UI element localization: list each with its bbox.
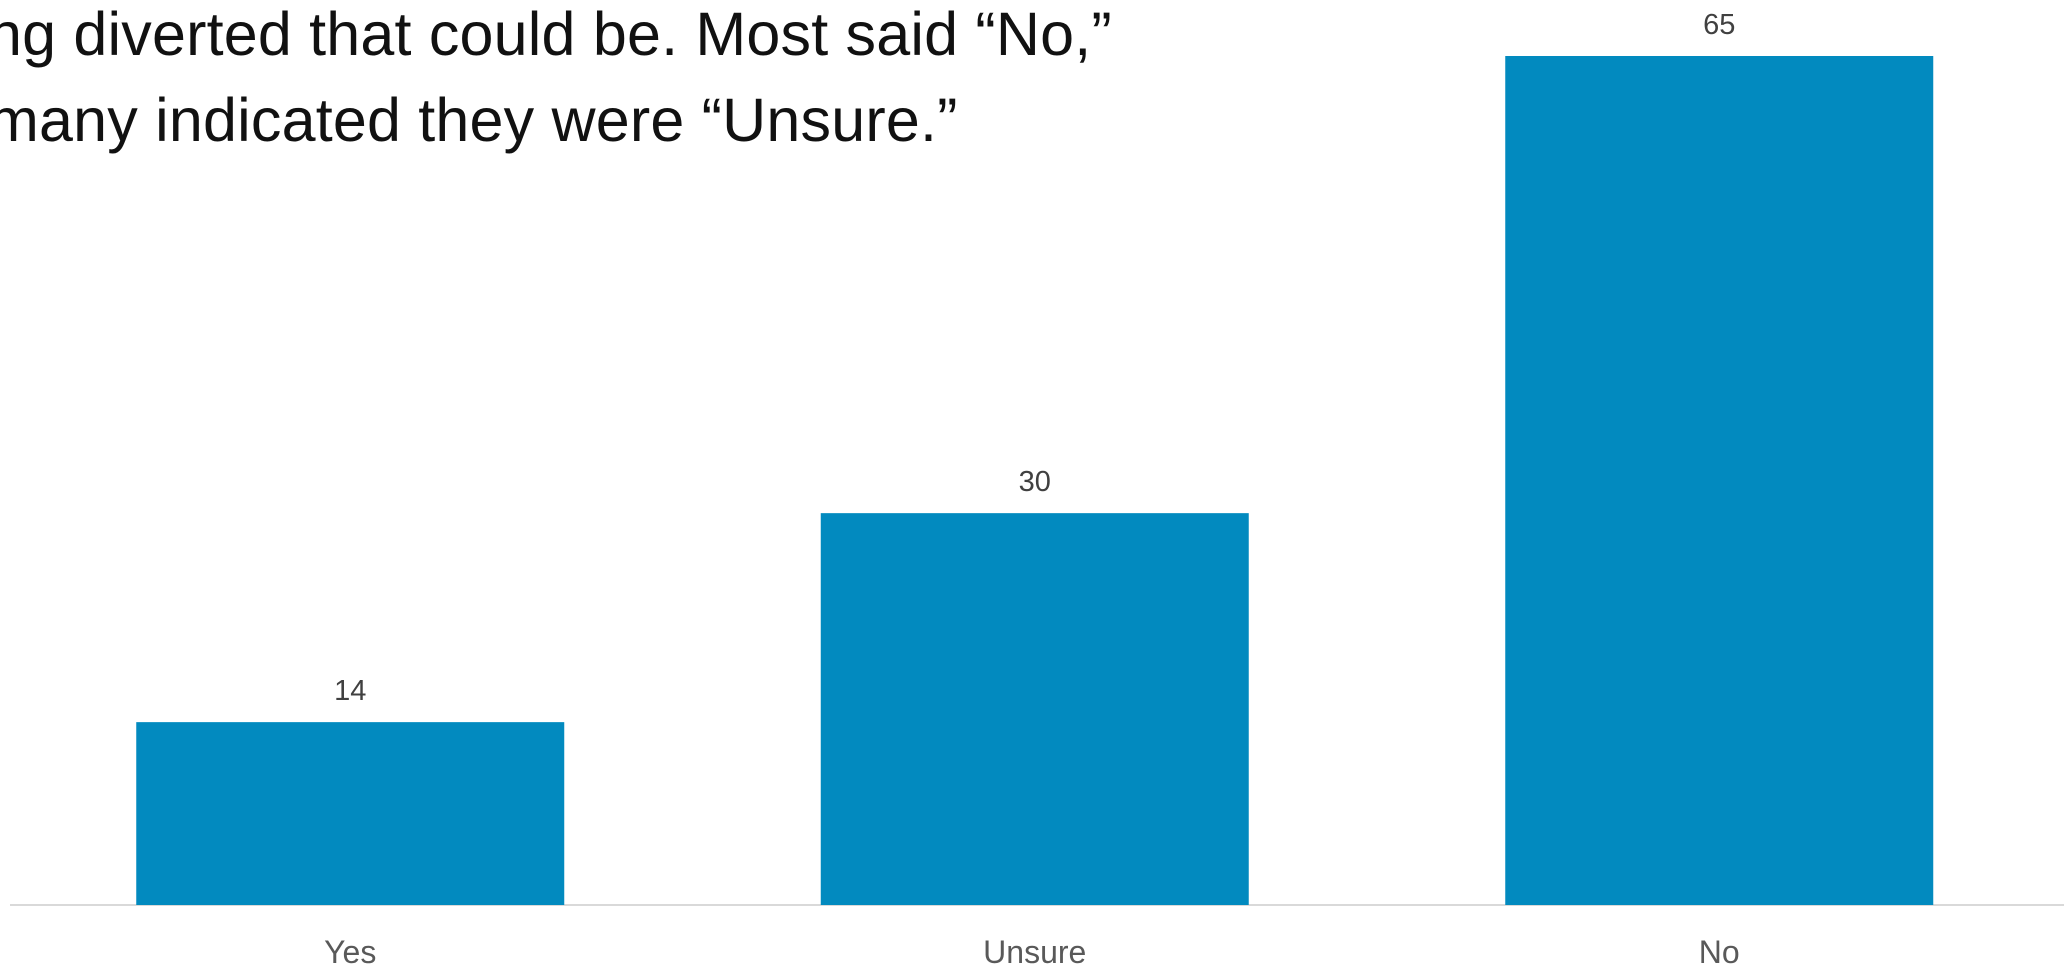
x-tick-label-yes: Yes: [324, 934, 376, 969]
bar-yes: [136, 722, 565, 905]
x-tick-labels-group: Yes Unsure No: [324, 934, 1740, 969]
caption-text: ng diverted that could be. Most said “No…: [0, 0, 1260, 170]
data-labels-group: 14 30 65: [334, 9, 1735, 707]
data-label-unsure: 30: [1019, 466, 1051, 498]
x-tick-label-no: No: [1699, 934, 1740, 969]
caption-line-2: many indicated they were “Unsure.”: [0, 86, 958, 154]
caption-line-1: ng diverted that could be. Most said “No…: [0, 0, 1112, 68]
data-label-yes: 14: [334, 675, 366, 707]
bars-group: [136, 56, 1934, 905]
bar-no: [1505, 56, 1934, 905]
data-label-no: 65: [1703, 9, 1735, 41]
bar-unsure: [820, 513, 1249, 905]
x-tick-label-unsure: Unsure: [983, 934, 1086, 969]
